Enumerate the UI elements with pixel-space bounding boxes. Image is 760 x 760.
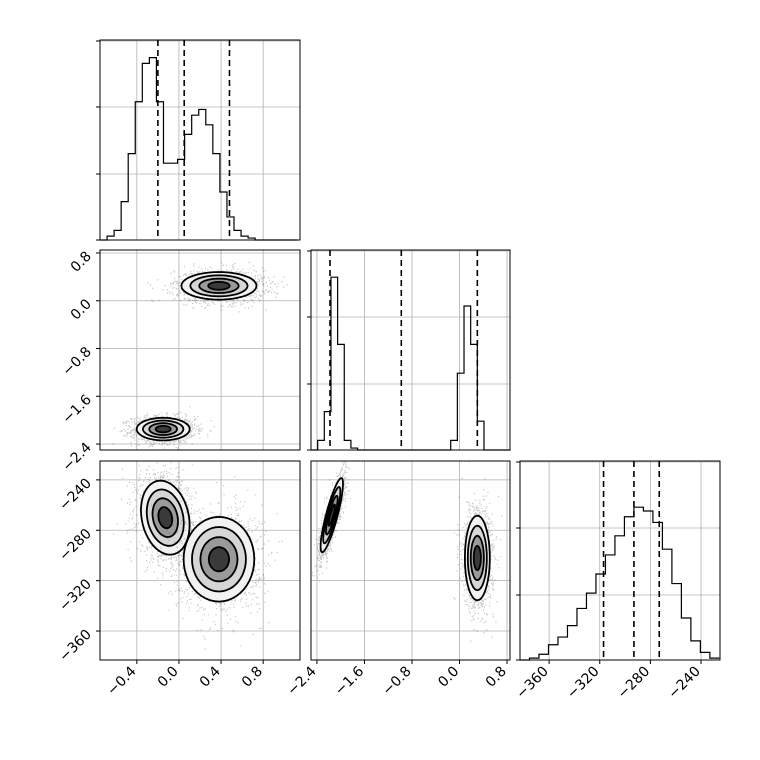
- contour-0-0-0: [135, 416, 191, 442]
- scatter-0-frame: [99, 249, 301, 451]
- contour-1-1-2: [199, 536, 239, 583]
- xtick-label-2-0: −360: [513, 664, 552, 703]
- contour-0-0-3: [154, 425, 172, 434]
- scatter-inner-1: [113, 461, 283, 650]
- density-fill-0-1-3: [208, 281, 230, 290]
- ytick-label-1-0: −2.4: [59, 439, 94, 474]
- density-fill-0-0-3: [155, 425, 171, 433]
- histogram-panel-2: [516, 460, 721, 661]
- xtick-label-1-4: 0.8: [483, 664, 510, 691]
- hist-2-frame: [519, 460, 721, 661]
- ytick-label-1-1: −1.6: [59, 392, 94, 427]
- contour-1-0-1: [145, 488, 185, 547]
- contour-2-1-2: [469, 534, 485, 582]
- contour-2-1-0: [463, 514, 491, 602]
- panels: −0.4 0.0 0.4 0.8 −2.4 −1.6 −0.8 0.0 0.8 −360 −320−…: [56, 39, 721, 703]
- density-fill-2-1-3: [473, 545, 481, 571]
- contour-0-0-1: [141, 419, 185, 439]
- xtick-label-1-3: 0.0: [435, 664, 462, 691]
- scatter-panel-0: [99, 249, 301, 451]
- scatter-2-frame: [310, 460, 511, 661]
- xtick-label-1-2: −0.8: [379, 664, 414, 699]
- histogram-panel-0: [96, 39, 301, 241]
- histogram-step-1: [311, 276, 511, 451]
- ytick-label-2-0: −360: [56, 627, 95, 666]
- density-fill-1-1-3: [208, 547, 230, 572]
- contour-1-0-2: [151, 497, 179, 538]
- histogram-step-0: [100, 57, 298, 241]
- scatter-points-1-1: [151, 476, 283, 650]
- scatter-inner-2: [311, 461, 503, 642]
- contour-1-1-1: [191, 526, 247, 593]
- contour-2-0-1: [322, 486, 342, 545]
- hist-1-frame: [310, 249, 511, 451]
- xtick-label-1-0: −2.4: [284, 663, 319, 698]
- contour-0-0-2: [148, 422, 179, 436]
- xtick-label-1-1: −1.6: [332, 663, 367, 698]
- density-fill-2-0-3: [328, 504, 335, 526]
- contour-1-0-0: [139, 479, 191, 556]
- contour-2-0-2: [324, 494, 339, 536]
- histogram-panel-1: [307, 249, 511, 451]
- ytick-label-2-1: −320: [56, 576, 95, 615]
- xtick-label-0-1: 0.0: [155, 664, 182, 691]
- scatter-1-frame: [99, 460, 301, 661]
- ytick-label-2-3: −240: [56, 475, 95, 514]
- contour-2-0-3: [327, 503, 336, 527]
- xtick-label-0-0: −0.4: [104, 663, 139, 698]
- xtick-label-2-1: −320: [564, 664, 603, 703]
- ytick-label-1-4: 0.8: [68, 248, 95, 275]
- contour-0-1-3: [207, 281, 231, 291]
- scatter-panel-1: [99, 460, 301, 661]
- xtick-label-0-2: 0.4: [197, 663, 224, 690]
- contour-2-1-3: [472, 544, 482, 572]
- ytick-label-1-3: 0.0: [68, 296, 95, 323]
- ytick-label-1-2: −0.8: [59, 344, 94, 379]
- contour-1-1-0: [182, 515, 256, 603]
- xtick-label-2-3: −240: [665, 664, 704, 703]
- xtick-label-2-2: −280: [615, 664, 654, 703]
- contour-0-1-2: [198, 277, 240, 294]
- scatter-panel-2: [310, 460, 511, 661]
- scatter-inner-0: [100, 261, 300, 450]
- histogram-step-2: [520, 506, 720, 661]
- hist-0-frame: [99, 39, 301, 241]
- contour-2-1-1: [466, 524, 488, 592]
- xtick-label-0-3: 0.8: [239, 664, 266, 691]
- density-fill-1-0-3: [158, 507, 173, 529]
- contour-1-0-3: [157, 506, 174, 530]
- contour-1-1-3: [207, 546, 231, 573]
- contour-0-1-1: [189, 274, 249, 298]
- contour-0-1-0: [180, 271, 258, 301]
- contour-2-0-0: [319, 477, 344, 554]
- ytick-label-2-2: −280: [56, 526, 95, 565]
